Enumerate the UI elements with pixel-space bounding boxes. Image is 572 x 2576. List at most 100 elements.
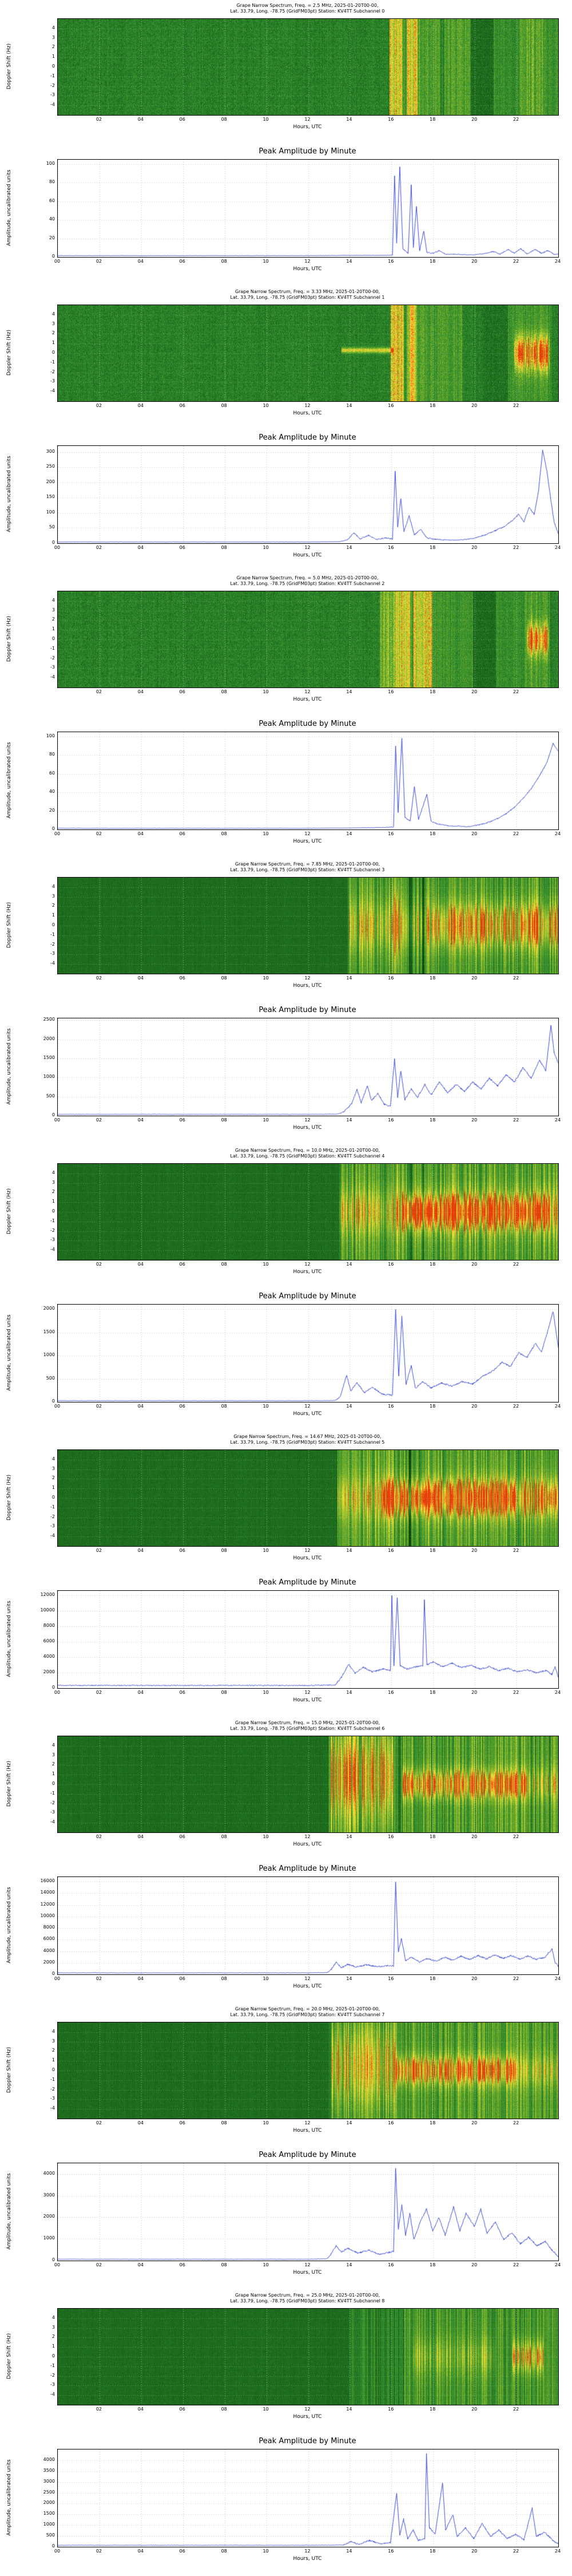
chart-title: Peak Amplitude by Minute [259,1006,356,1014]
y-tick-label: -4 [50,961,55,966]
y-tick-label: 0 [51,540,55,545]
x-tick-label: 20 [471,2262,478,2267]
x-tick-label: 16 [388,1262,394,1267]
x-tick-label: 24 [554,2549,561,2554]
x-tick-label: 04 [137,1404,144,1409]
x-tick-label: 06 [179,1404,185,1409]
x-tick-label: 02 [96,1690,102,1695]
x-tick-label: 22 [513,259,519,264]
y-tick-label: -3 [50,1809,55,1815]
x-tick-label: 16 [388,831,394,836]
y-tick-label: 2 [51,44,55,50]
y-tick-label: -4 [50,102,55,108]
x-tick-label: 04 [137,1976,144,1981]
y-tick-label: -2 [50,941,55,947]
x-tick-label: 16 [388,975,394,981]
x-tick-label: 08 [221,1404,227,1409]
x-tick-label: 06 [179,2549,185,2554]
x-axis-label: Hours, UTC [293,2270,322,2275]
x-tick-label: 12 [304,403,311,408]
x-tick-label: 10 [263,1117,269,1123]
y-tick-label: 10000 [40,1913,55,1918]
x-axis-label: Hours, UTC [293,983,322,989]
x-tick-label: 16 [388,1690,394,1695]
y-tick-label: -1 [50,73,55,78]
y-tick-label: 1000 [43,1352,55,1358]
x-tick-label: 00 [54,1404,61,1409]
y-tick-label: 2 [51,1189,55,1195]
x-tick-label: 00 [54,2262,61,2267]
x-tick-label: 10 [263,2549,269,2554]
x-tick-label: 00 [54,545,61,550]
y-axis-label: Amplitude, uncalibrated units [6,1314,12,1391]
x-tick-label: 02 [96,831,102,836]
y-tick-label: 4 [51,2314,55,2320]
y-tick-label: 4000 [43,2456,55,2462]
spectrogram-canvas [57,1163,559,1261]
x-axis-label: Hours, UTC [293,1125,322,1131]
y-tick-label: 2000 [43,1036,55,1041]
y-tick-label: -1 [50,645,55,651]
y-tick-label: 4000 [43,1947,55,1953]
y-tick-label: -1 [50,359,55,365]
y-tick-label: 20 [49,807,55,813]
chart-title: Grape Narrow Spectrum, Freq. = 3.33 MHz,… [235,289,380,294]
x-tick-label: 14 [346,1548,352,1553]
chart-title: Peak Amplitude by Minute [259,1864,356,1873]
y-tick-label: 100 [46,509,55,515]
x-tick-label: 20 [471,117,478,122]
x-tick-label: 08 [221,2549,227,2554]
y-tick-label: 4 [51,1456,55,1461]
x-tick-label: 18 [430,1976,436,1981]
x-tick-label: 20 [471,1690,478,1695]
y-tick-label: -2 [50,369,55,374]
chart-subtitle: Lat. 33.79, Long. -78.75 (GridFM03pt) St… [230,867,385,872]
y-tick-label: -4 [50,1533,55,1539]
x-tick-label: 02 [96,975,102,981]
x-tick-label: 22 [513,2120,519,2125]
chart-subtitle: Lat. 33.79, Long. -78.75 (GridFM03pt) St… [230,2012,385,2017]
y-tick-label: 6000 [43,1936,55,1942]
x-tick-label: 12 [304,2407,311,2412]
y-tick-label: 300 [46,448,55,454]
x-tick-label: 22 [513,1690,519,1695]
x-tick-label: 04 [137,2549,144,2554]
y-tick-label: -4 [50,2105,55,2111]
chart-title: Peak Amplitude by Minute [259,1578,356,1587]
x-tick-label: 02 [96,545,102,550]
x-tick-label: 06 [179,2120,185,2125]
x-tick-label: 04 [137,545,144,550]
x-tick-label: 02 [96,1976,102,1981]
x-tick-label: 24 [554,1690,561,1695]
y-axis-label: Doppler Shift (Hz) [6,329,12,376]
y-tick-label: 200 [46,479,55,484]
x-tick-label: 02 [96,1262,102,1267]
y-tick-label: 4 [51,311,55,317]
peak-amplitude-subchannel-0-figure: Peak Amplitude by Minute 00 02 04 06 08 10 12 14… [0,143,572,286]
y-tick-label: 20 [49,235,55,240]
peak-amplitude-subchannel-7-figure: Peak Amplitude by Minute 00 02 04 06 08 10 12 14… [0,2147,572,2290]
x-axis-label: Hours, UTC [293,1842,322,1847]
x-tick-label: 04 [137,1690,144,1695]
y-tick-label: -3 [50,1523,55,1529]
chart-subtitle: Lat. 33.79, Long. -78.75 (GridFM03pt) St… [230,1440,385,1445]
y-tick-label: -1 [50,1218,55,1223]
x-axis-label: Hours, UTC [293,2128,322,2134]
x-tick-label: 12 [304,1404,311,1409]
x-tick-label: 18 [430,1404,436,1409]
y-tick-label: 3 [51,1179,55,1185]
y-tick-label: 1 [51,1199,55,1204]
y-tick-label: 2 [51,1475,55,1481]
x-tick-label: 18 [430,1690,436,1695]
x-tick-label: 00 [54,2549,61,2554]
x-tick-label: 20 [471,403,478,408]
y-tick-label: 3500 [43,2467,55,2473]
y-tick-label: 80 [49,179,55,185]
y-tick-label: 1000 [43,1074,55,1080]
y-tick-label: 8000 [43,1925,55,1930]
x-tick-label: 12 [304,2262,311,2267]
x-tick-label: 16 [388,1548,394,1553]
peak-amplitude-subchannel-5-figure: Peak Amplitude by Minute 00 02 04 06 08 10 12 14… [0,1574,572,1717]
x-tick-label: 24 [554,1976,561,1981]
y-tick-label: 1 [51,54,55,60]
